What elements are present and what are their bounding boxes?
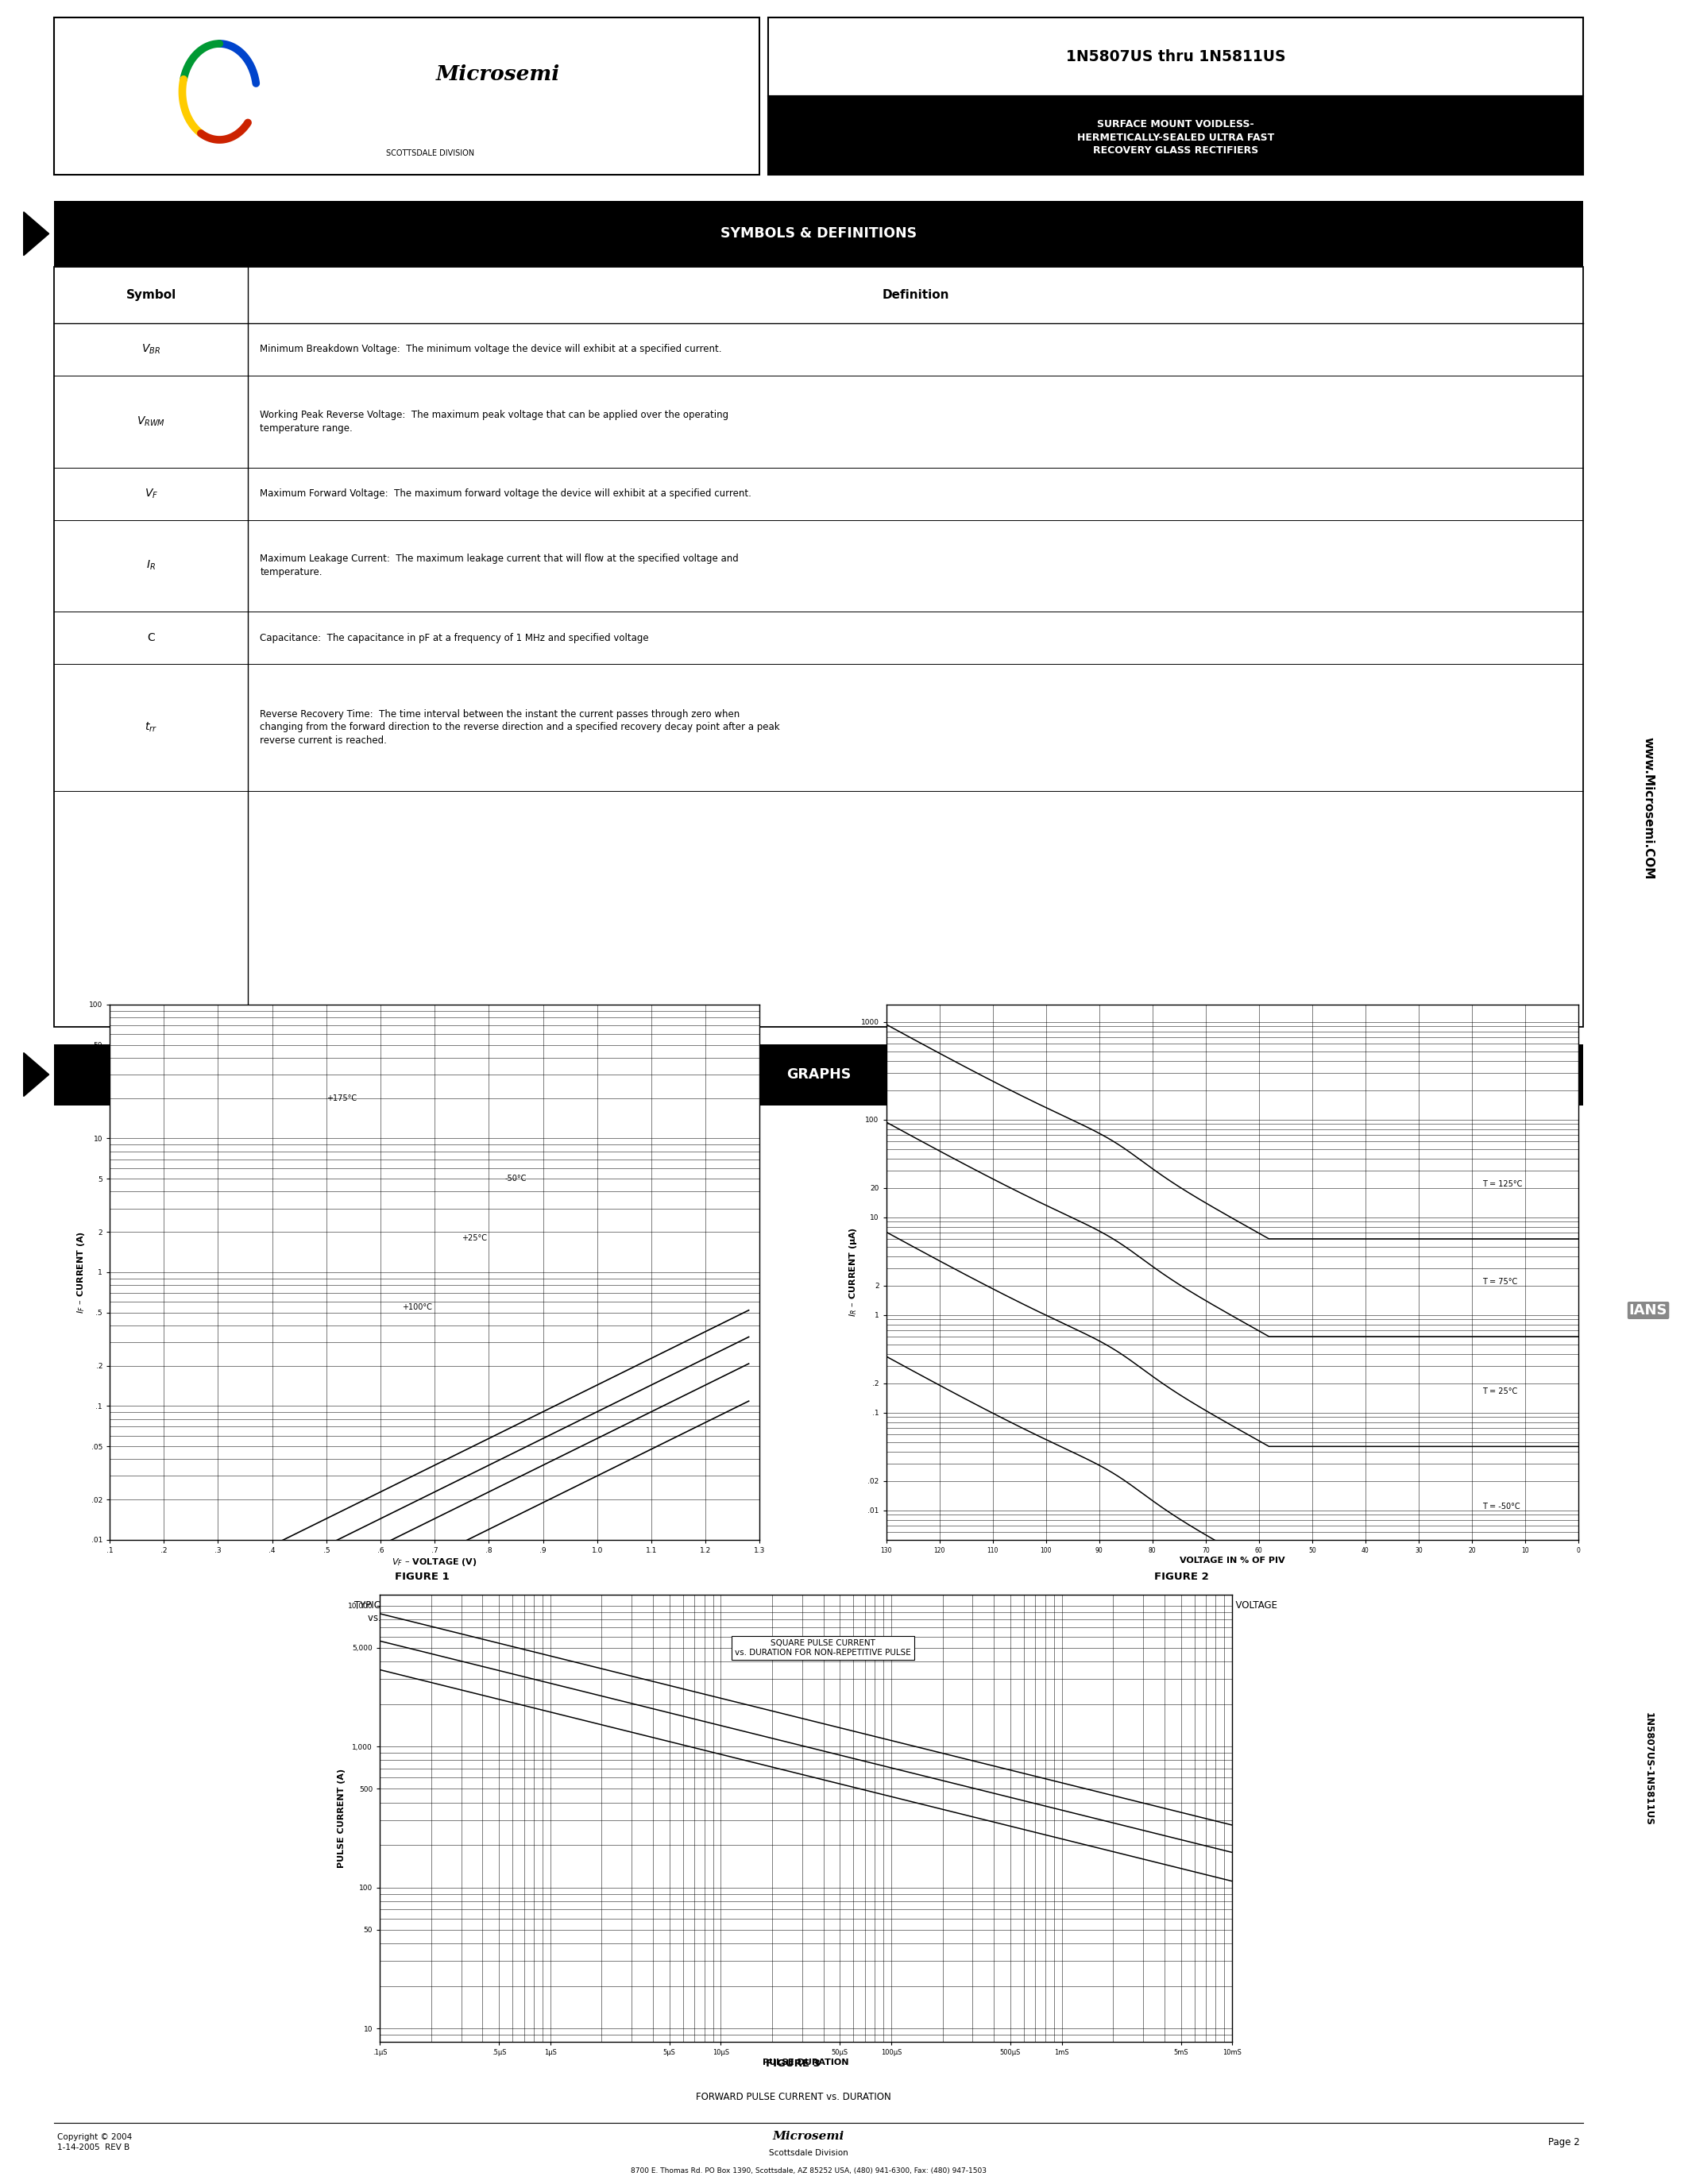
- Text: Microsemi: Microsemi: [436, 63, 560, 85]
- Bar: [54, 1044, 1583, 1105]
- Text: Page 2: Page 2: [1548, 2138, 1580, 2147]
- Polygon shape: [24, 1053, 49, 1096]
- Text: TYPICAL REVERSE CURRENT vs. VOLTAGE: TYPICAL REVERSE CURRENT vs. VOLTAGE: [1085, 1601, 1278, 1610]
- Text: Maximum Leakage Current:  The maximum leakage current that will flow at the spec: Maximum Leakage Current: The maximum lea…: [260, 555, 739, 577]
- Polygon shape: [24, 212, 49, 256]
- Text: GRAPHS: GRAPHS: [787, 1068, 851, 1081]
- Text: Microsemi: Microsemi: [773, 2129, 844, 2143]
- Text: Reverse Recovery Time:  The time interval between the instant the current passes: Reverse Recovery Time: The time interval…: [260, 710, 780, 745]
- Text: TYPICAL FORWARD CURRENT
vs. FORWARD VOLTAGE: TYPICAL FORWARD CURRENT vs. FORWARD VOLT…: [354, 1601, 490, 1623]
- Text: $t_{rr}$: $t_{rr}$: [145, 721, 157, 734]
- Text: Definition: Definition: [883, 288, 949, 301]
- Text: +175°C: +175°C: [326, 1094, 356, 1103]
- Y-axis label: $I_R$ – CURRENT (μA): $I_R$ – CURRENT (μA): [847, 1227, 859, 1317]
- X-axis label: VOLTAGE IN % OF PIV: VOLTAGE IN % OF PIV: [1180, 1557, 1285, 1564]
- Bar: [54, 17, 760, 175]
- Text: FIGURE 2: FIGURE 2: [1155, 1572, 1209, 1581]
- Text: SQUARE PULSE CURRENT
vs. DURATION FOR NON-REPETITIVE PULSE: SQUARE PULSE CURRENT vs. DURATION FOR NO…: [734, 1638, 912, 1658]
- Text: IANS: IANS: [1629, 1304, 1668, 1317]
- Text: 1N5807US thru 1N5811US: 1N5807US thru 1N5811US: [1065, 50, 1286, 63]
- Text: FIGURE 3: FIGURE 3: [766, 2060, 820, 2068]
- Text: Scottsdale Division: Scottsdale Division: [770, 2149, 847, 2158]
- Text: Copyright © 2004
1-14-2005  REV B: Copyright © 2004 1-14-2005 REV B: [57, 2134, 132, 2151]
- Text: 1N5807US-1N5811US: 1N5807US-1N5811US: [1642, 1712, 1654, 1826]
- Text: T = 75°C: T = 75°C: [1482, 1278, 1518, 1286]
- X-axis label: $V_F$ – VOLTAGE (V): $V_F$ – VOLTAGE (V): [392, 1557, 478, 1568]
- Text: www.Microsemi.COM: www.Microsemi.COM: [1642, 736, 1654, 880]
- Bar: [54, 201, 1583, 266]
- Text: T = 25°C: T = 25°C: [1482, 1387, 1518, 1396]
- Text: Working Peak Reverse Voltage:  The maximum peak voltage that can be applied over: Working Peak Reverse Voltage: The maximu…: [260, 411, 729, 432]
- Text: FIGURE 1: FIGURE 1: [395, 1572, 449, 1581]
- Text: SCOTTSDALE DIVISION: SCOTTSDALE DIVISION: [387, 149, 474, 157]
- Text: $V_{RWM}$: $V_{RWM}$: [137, 415, 165, 428]
- Text: -50°C: -50°C: [505, 1175, 527, 1184]
- Text: Capacitance:  The capacitance in pF at a frequency of 1 MHz and specified voltag: Capacitance: The capacitance in pF at a …: [260, 633, 648, 642]
- Text: 8700 E. Thomas Rd. PO Box 1390, Scottsdale, AZ 85252 USA, (480) 941-6300, Fax: (: 8700 E. Thomas Rd. PO Box 1390, Scottsda…: [631, 2167, 986, 2175]
- Bar: [768, 17, 1583, 96]
- Text: Maximum Forward Voltage:  The maximum forward voltage the device will exhibit at: Maximum Forward Voltage: The maximum for…: [260, 489, 751, 498]
- Text: +25°C: +25°C: [463, 1234, 488, 1243]
- Text: $V_F$: $V_F$: [143, 487, 159, 500]
- Y-axis label: PULSE CURRENT (A): PULSE CURRENT (A): [338, 1769, 346, 1867]
- Text: +100°C: +100°C: [402, 1304, 432, 1310]
- Text: Minimum Breakdown Voltage:  The minimum voltage the device will exhibit at a spe: Minimum Breakdown Voltage: The minimum v…: [260, 345, 722, 354]
- Text: SURFACE MOUNT VOIDLESS-
HERMETICALLY-SEALED ULTRA FAST
RECOVERY GLASS RECTIFIERS: SURFACE MOUNT VOIDLESS- HERMETICALLY-SEA…: [1077, 120, 1274, 155]
- X-axis label: PULSE DURATION: PULSE DURATION: [763, 2060, 849, 2066]
- Text: $V_{BR}$: $V_{BR}$: [142, 343, 160, 356]
- Bar: [768, 96, 1583, 175]
- Text: FORWARD PULSE CURRENT vs. DURATION: FORWARD PULSE CURRENT vs. DURATION: [695, 2092, 891, 2101]
- Text: T = -50°C: T = -50°C: [1482, 1503, 1521, 1509]
- Text: $I_R$: $I_R$: [147, 559, 155, 572]
- Y-axis label: $I_F$ – CURRENT (A): $I_F$ – CURRENT (A): [76, 1232, 86, 1313]
- Text: T = 125°C: T = 125°C: [1482, 1179, 1523, 1188]
- Text: Symbol: Symbol: [127, 288, 176, 301]
- Bar: [54, 266, 1583, 1026]
- Text: C: C: [147, 631, 155, 644]
- Text: SYMBOLS & DEFINITIONS: SYMBOLS & DEFINITIONS: [721, 227, 917, 240]
